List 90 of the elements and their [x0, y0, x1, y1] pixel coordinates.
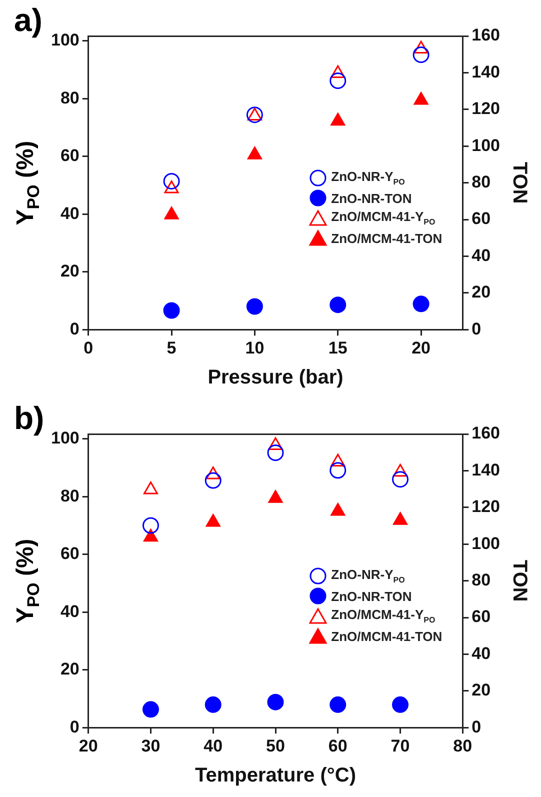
point [330, 503, 346, 516]
y-tick-label: 20 [60, 660, 80, 679]
point [246, 106, 263, 124]
point [392, 471, 409, 488]
y2-tick-label: 40 [472, 644, 491, 663]
y2-tick-label: 100 [472, 534, 500, 553]
point [142, 517, 159, 534]
point [414, 92, 428, 105]
chart-title: a) [14, 2, 42, 39]
point [163, 302, 180, 319]
legend-label: ZnO/MCM-41-Y$_{PO}$ [331, 607, 436, 625]
point [268, 437, 283, 450]
x-tick-label: 20 [412, 338, 431, 358]
x-tick-label: 15 [328, 338, 348, 358]
point [144, 481, 158, 494]
y-tick-label: 80 [60, 486, 80, 506]
y2-tick-label: 60 [472, 209, 491, 228]
y-tick-label: 100 [50, 30, 80, 50]
x-tick-label: 80 [453, 736, 472, 756]
point [144, 528, 158, 542]
y2-axis-title: TON [508, 162, 530, 204]
x-tick-label: 5 [166, 338, 176, 358]
y-tick-label: 100 [50, 428, 80, 448]
x-tick-label: 40 [204, 736, 223, 756]
x-tick-label: 10 [245, 338, 264, 358]
chart-title: b) [14, 400, 44, 437]
point [330, 462, 346, 479]
x-tick-label: 0 [84, 338, 94, 358]
point [206, 514, 220, 527]
point [330, 454, 346, 467]
legend-label: ZnO-NR-TON [331, 588, 412, 604]
point [268, 490, 283, 503]
point [414, 40, 428, 54]
x-axis-title: Pressure (bar) [208, 366, 344, 389]
point [267, 694, 284, 710]
y-tick-label: 0 [70, 319, 80, 338]
legend-label: ZnO/MCM-41-Y$_{PO}$ [331, 209, 436, 227]
x-tick-label: 60 [328, 736, 348, 756]
y2-tick-label: 120 [472, 497, 500, 516]
y2-tick-label: 100 [472, 136, 500, 155]
point [246, 298, 263, 315]
point [204, 696, 222, 713]
point [412, 46, 430, 64]
y2-tick-label: 0 [472, 319, 482, 338]
y2-tick-label: 20 [472, 282, 491, 302]
point [393, 512, 408, 525]
y-tick-label: 40 [60, 602, 80, 621]
y-tick-label: 60 [60, 544, 80, 564]
point [392, 696, 409, 713]
point [164, 206, 179, 220]
y-tick-label: 80 [60, 88, 80, 108]
y2-tick-label: 140 [472, 460, 500, 480]
point [163, 172, 180, 190]
point [393, 464, 408, 477]
point [206, 466, 220, 480]
y2-tick-label: 60 [472, 607, 491, 626]
y2-tick-label: 80 [472, 172, 491, 192]
point [247, 108, 262, 120]
legend-label: ZnO/MCM-41-TON [331, 230, 442, 246]
y2-tick-label: 40 [472, 246, 491, 265]
y2-tick-label: 0 [472, 717, 482, 736]
y2-tick-label: 120 [472, 99, 500, 118]
legend-label: ZnO/MCM-41-TON [331, 628, 442, 644]
legend-label: ZnO-NR-Y$_{PO}$ [331, 169, 405, 187]
y2-tick-label: 80 [472, 570, 491, 590]
x-tick-label: 50 [266, 736, 285, 756]
y2-tick-label: 20 [472, 680, 491, 700]
y-tick-label: 0 [70, 717, 80, 736]
point [330, 296, 346, 314]
legend-label: ZnO-NR-Y$_{PO}$ [331, 567, 405, 585]
x-tick-label: 70 [390, 736, 410, 756]
y2-axis-title: TON [508, 560, 530, 602]
point [330, 112, 346, 126]
y-tick-label: 20 [60, 262, 80, 281]
point [330, 65, 346, 78]
x-axis-title: Temperature (°C) [195, 764, 356, 787]
point [164, 180, 179, 194]
y2-tick-label: 160 [472, 424, 500, 443]
legend-label: ZnO-NR-TON [331, 190, 412, 206]
point [204, 472, 222, 489]
x-tick-label: 30 [141, 736, 160, 756]
point [330, 696, 346, 713]
y-tick-label: 40 [60, 204, 80, 223]
y-tick-label: 60 [60, 146, 80, 166]
y2-tick-label: 160 [472, 26, 500, 45]
point [142, 701, 159, 718]
point [412, 296, 430, 312]
y2-tick-label: 140 [472, 62, 500, 82]
point [330, 72, 346, 89]
point [247, 146, 262, 160]
